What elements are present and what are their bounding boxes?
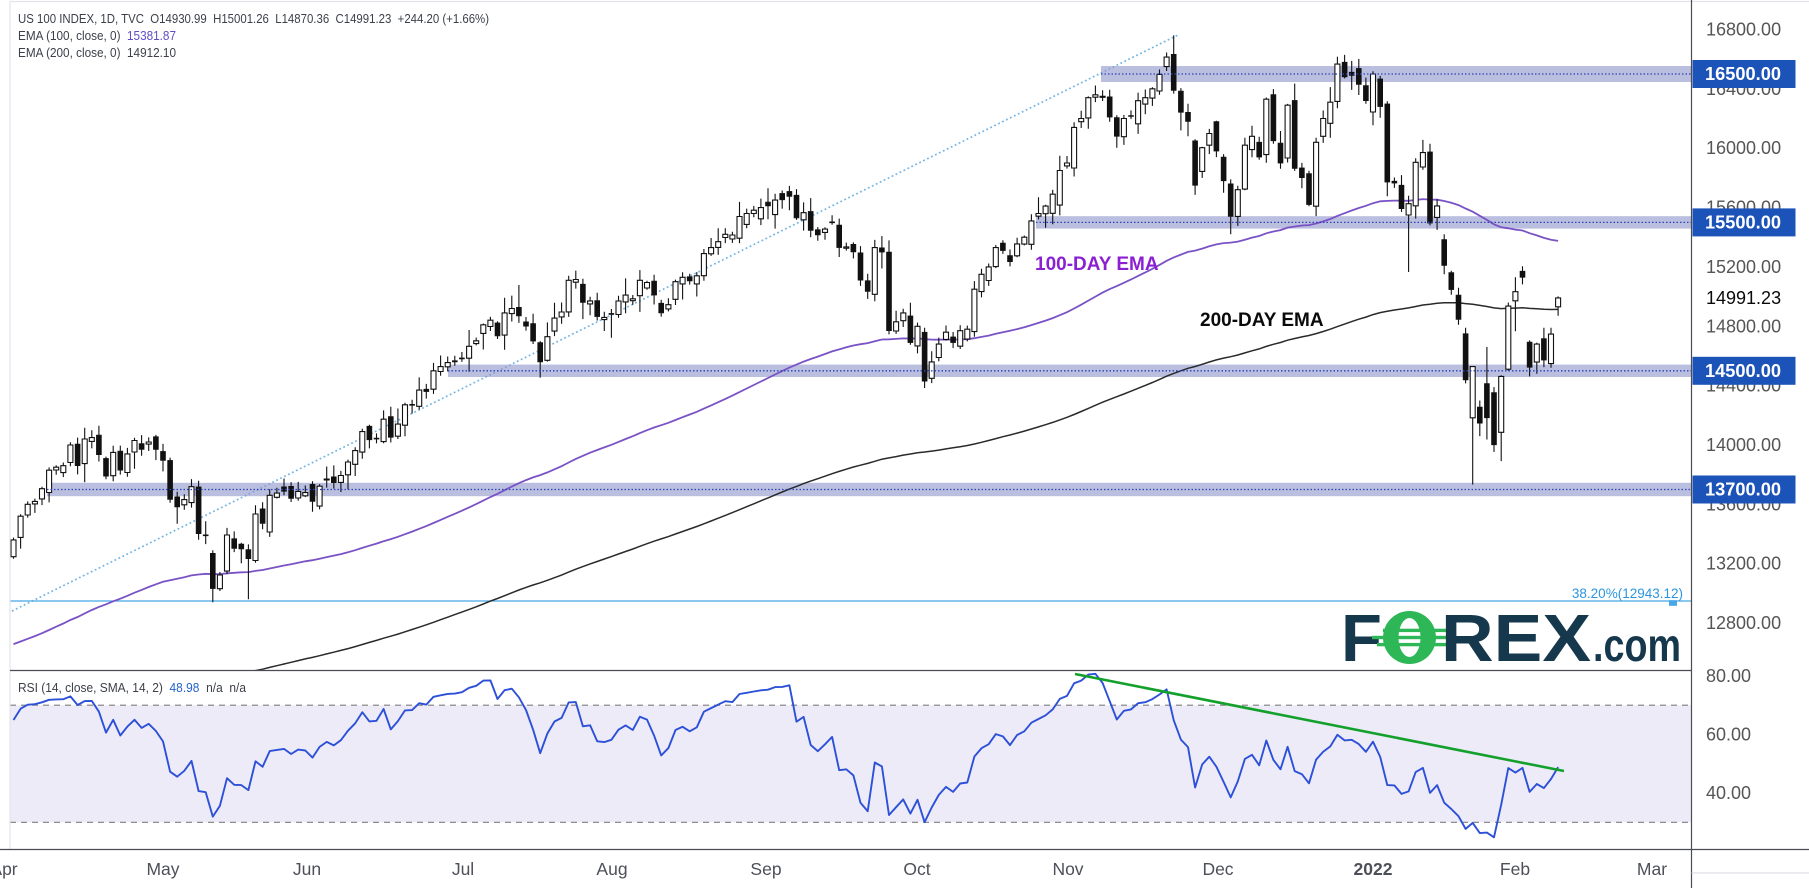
- svg-text:REX: REX: [1441, 601, 1591, 676]
- svg-text:14991.23: 14991.23: [1706, 288, 1781, 308]
- svg-text:13200.00: 13200.00: [1706, 554, 1781, 574]
- svg-text:Nov: Nov: [1052, 859, 1083, 879]
- svg-text:38.20%(12943.12): 38.20%(12943.12): [1572, 586, 1683, 601]
- svg-text:Dec: Dec: [1202, 859, 1233, 879]
- svg-text:EMA (200, close, 0) 14912.10: EMA (200, close, 0) 14912.10: [18, 46, 176, 60]
- svg-text:Aug: Aug: [596, 859, 627, 879]
- svg-text:12800.00: 12800.00: [1706, 613, 1781, 633]
- svg-text:.com: .com: [1593, 619, 1681, 671]
- svg-text:16500.00: 16500.00: [1705, 64, 1781, 84]
- svg-text:13700.00: 13700.00: [1705, 480, 1781, 500]
- svg-text:80.00: 80.00: [1706, 666, 1751, 686]
- svg-text:2022: 2022: [1354, 859, 1393, 879]
- svg-text:May: May: [146, 859, 179, 879]
- svg-text:200-DAY EMA: 200-DAY EMA: [1200, 310, 1324, 331]
- svg-text:US 100 INDEX, 1D, TVC O14930.: US 100 INDEX, 1D, TVC O14930.99 H15001.2…: [18, 12, 489, 26]
- svg-text:Oct: Oct: [903, 859, 930, 879]
- svg-text:F: F: [1341, 601, 1382, 676]
- svg-text:14500.00: 14500.00: [1705, 361, 1781, 381]
- svg-text:16000.00: 16000.00: [1706, 138, 1781, 158]
- svg-text:RSI (14, close, SMA, 14, 2) 4: RSI (14, close, SMA, 14, 2) 48.98 n/a n/…: [18, 681, 246, 695]
- svg-text:Sep: Sep: [750, 859, 781, 879]
- svg-text:40.00: 40.00: [1706, 783, 1751, 803]
- svg-text:15200.00: 15200.00: [1706, 257, 1781, 277]
- svg-text:15500.00: 15500.00: [1705, 212, 1781, 232]
- svg-text:Jun: Jun: [293, 859, 321, 879]
- svg-text:100-DAY EMA: 100-DAY EMA: [1035, 254, 1159, 275]
- svg-text:14800.00: 14800.00: [1706, 316, 1781, 336]
- svg-text:16800.00: 16800.00: [1706, 20, 1781, 40]
- svg-text:Mar: Mar: [1637, 859, 1667, 879]
- svg-text:Feb: Feb: [1500, 859, 1530, 879]
- svg-text:EMA (100, close, 0) 15381.87: EMA (100, close, 0) 15381.87: [18, 29, 176, 43]
- svg-text:60.00: 60.00: [1706, 725, 1751, 745]
- svg-text:Apr: Apr: [0, 859, 18, 879]
- svg-text:Jul: Jul: [452, 859, 474, 879]
- svg-text:14000.00: 14000.00: [1706, 435, 1781, 455]
